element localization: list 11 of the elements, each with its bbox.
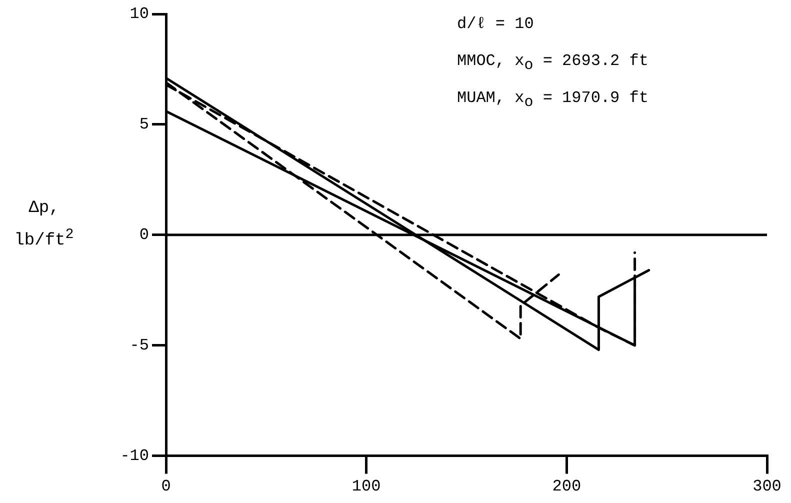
y-tick-label: -10 (120, 447, 149, 466)
y-tick-label: 5 (139, 116, 149, 134)
x-tick-label: 100 (352, 478, 381, 496)
x-tick-label: 300 (752, 478, 782, 496)
x-tick-label: 0 (161, 478, 171, 496)
y-tick-label: -5 (130, 336, 149, 355)
annotation: d/ℓ = 10 (457, 14, 534, 34)
y-tick-label: 10 (130, 5, 149, 24)
x-tick-label: 200 (552, 478, 582, 496)
y-tick-label: 0 (139, 226, 149, 244)
y-axis-title: Δp, lb/ft$^{2}$ (14, 198, 74, 253)
